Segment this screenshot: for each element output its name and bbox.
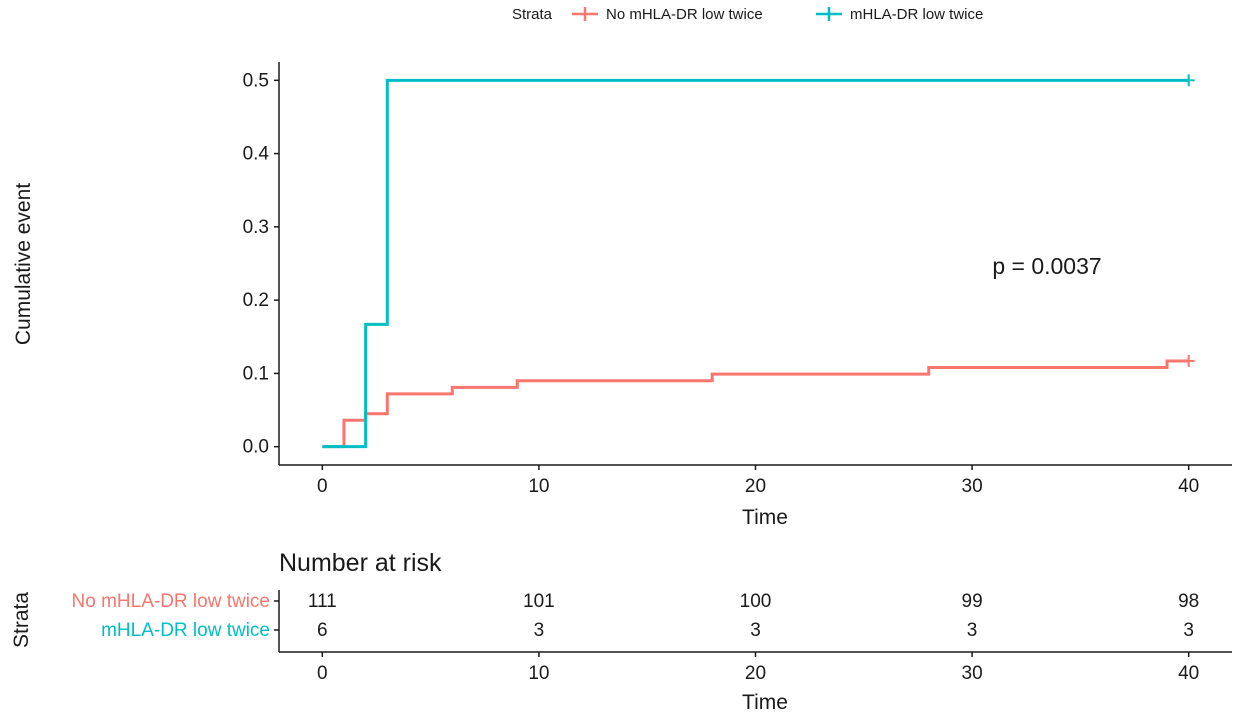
x-tick-label: 30 [962,476,983,497]
y-tick-label: 0.1 [243,363,269,384]
risk-cell-mhla-dr-low-twice: 6 [317,620,328,641]
risk-rows: No mHLA-DR low twice 111 101 100 99 98 mHLA-DR… [72,591,1200,641]
x-tick-label: 0 [317,476,328,497]
series-line-no-mhla-dr-low-twice [322,359,1189,449]
x-axis-title: Time [742,506,788,529]
main-plot: Cumulative event 0.0 0.1 0.2 0.3 0.4 0.5 0 10 2… [12,62,1232,529]
risk-row-label-no-mhla-dr-low-twice: No mHLA-DR low twice [72,591,270,612]
risk-cell-mhla-dr-low-twice: 3 [967,620,978,641]
y-tick-label: 0.3 [243,217,269,238]
legend-item-no-mhla: No mHLA-DR low twice [572,6,763,23]
legend-title: Strata [512,6,553,23]
risk-cell-no-mhla-dr-low-twice: 98 [1178,591,1199,612]
risk-x-ticks: 0 10 20 30 40 [317,652,1199,684]
risk-cell-no-mhla-dr-low-twice: 99 [962,591,983,612]
x-ticks: 0 10 20 30 40 [317,465,1199,497]
censor-mark-no-mhla-dr-low-twice [1182,354,1195,367]
y-tick-label: 0.4 [243,144,270,165]
risk-table-y-title: Strata [10,592,33,648]
risk-cell-mhla-dr-low-twice: 3 [534,620,545,641]
x-tick-label: 40 [1178,476,1199,497]
risk-cell-no-mhla-dr-low-twice: 101 [523,591,555,612]
x-tick-label: 10 [528,476,549,497]
p-value-annotation: p = 0.0037 [992,253,1101,279]
risk-x-tick-label: 0 [317,663,328,684]
risk-x-tick-label: 20 [745,663,766,684]
risk-table-title: Number at risk [279,549,442,577]
risk-x-tick-label: 10 [528,663,549,684]
risk-table: Number at risk Strata No mHLA-DR low twi… [10,549,1232,714]
risk-row-label-mhla-dr-low-twice: mHLA-DR low twice [101,620,270,641]
risk-cell-no-mhla-dr-low-twice: 111 [308,591,337,612]
risk-cell-no-mhla-dr-low-twice: 100 [740,591,772,612]
y-ticks: 0.0 0.1 0.2 0.3 0.4 0.5 [243,70,279,458]
legend-label-no-mhla: No mHLA-DR low twice [606,6,763,23]
y-tick-label: 0.0 [243,437,269,458]
risk-x-tick-label: 40 [1178,663,1199,684]
risk-cell-mhla-dr-low-twice: 3 [1183,620,1194,641]
legend: Strata No mHLA-DR low twice mHLA-DR low … [512,6,983,23]
y-tick-label: 0.2 [243,290,269,311]
series-layer [322,74,1195,449]
x-tick-label: 20 [745,476,766,497]
legend-label-mhla: mHLA-DR low twice [850,6,983,23]
y-axis-title: Cumulative event [12,183,35,345]
censor-mark-mhla-dr-low-twice [1182,74,1195,87]
risk-x-tick-label: 30 [962,663,983,684]
risk-cell-mhla-dr-low-twice: 3 [750,620,761,641]
legend-item-mhla: mHLA-DR low twice [816,6,983,23]
y-tick-label: 0.5 [243,70,269,91]
risk-table-x-title: Time [742,691,788,714]
series-line-mhla-dr-low-twice [322,78,1189,449]
